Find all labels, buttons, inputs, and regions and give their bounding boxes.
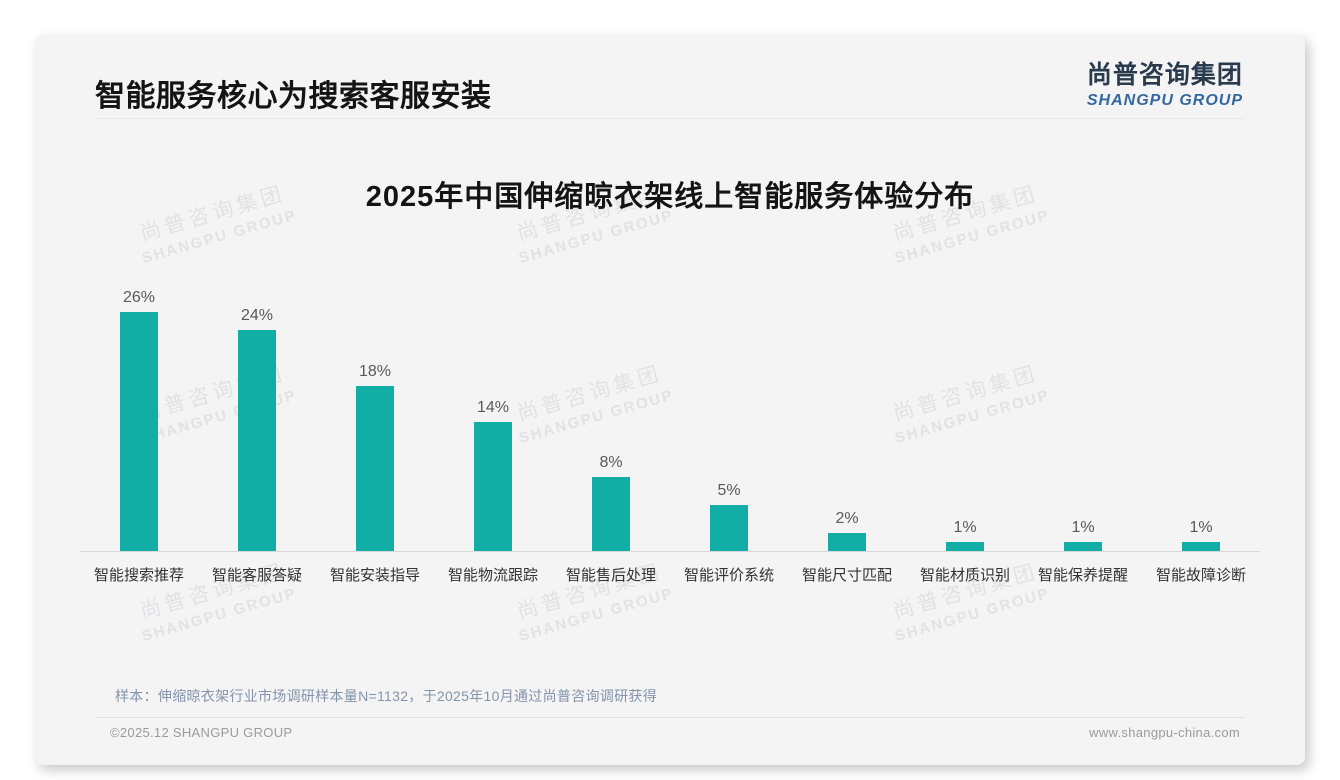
bar-column: 2% xyxy=(788,510,906,551)
logo-cn-text: 尚普咨询集团 xyxy=(1086,61,1243,89)
bar-column: 1% xyxy=(906,519,1024,551)
bar xyxy=(1064,542,1102,551)
bar xyxy=(946,542,984,551)
bar-value-label: 1% xyxy=(1071,519,1095,536)
bar-column: 8% xyxy=(552,454,670,551)
bar xyxy=(592,477,630,551)
bar-value-label: 26% xyxy=(122,289,156,306)
bar xyxy=(710,505,748,551)
footer-divider xyxy=(95,717,1245,718)
title-divider xyxy=(95,118,1245,119)
copyright-text: ©2025.12 SHANGPU GROUP xyxy=(110,725,293,740)
bar-value-label: 1% xyxy=(953,519,977,536)
company-logo: 尚普咨询集团 SHANGPU GROUP xyxy=(1087,55,1243,110)
bar xyxy=(1182,542,1220,551)
bar-column: 1% xyxy=(1142,519,1260,551)
category-label: 智能安装指导 xyxy=(329,567,420,584)
bar xyxy=(474,422,512,551)
slide-card: 尚普咨询集团 SHANGPU GROUP 尚普咨询集团 SHANGPU GROUP … xyxy=(35,35,1305,765)
category-label: 智能故障诊断 xyxy=(1155,567,1246,584)
chart-title: 2025年中国伸缩晾衣架线上智能服务体验分布 xyxy=(365,181,975,213)
bar-column: 26% xyxy=(80,289,198,551)
chart-categories: 智能搜索推荐 智能客服答疑 智能安装指导 智能物流跟踪 智能售后处理 智能评价系统 智能尺寸… xyxy=(80,552,1260,585)
bar-chart: 26% 24% 18% 14% 8% 5% 2% 1% 1% 1% 智能搜索推荐 智能客服答疑 智能安… xyxy=(80,288,1260,585)
sample-note: 样本：伸缩晾衣架行业市场调研样本量N=1132，于2025年10月通过尚普咨询调… xyxy=(115,688,658,704)
chart-plot: 26% 24% 18% 14% 8% 5% 2% 1% 1% 1% xyxy=(80,288,1260,552)
bar xyxy=(238,330,276,551)
bar-value-label: 14% xyxy=(476,399,510,416)
category-label: 智能搜索推荐 xyxy=(93,567,184,584)
category-label: 智能保养提醒 xyxy=(1037,567,1128,584)
category-label: 智能材质识别 xyxy=(919,567,1010,584)
footer-row: ©2025.12 SHANGPU GROUP www.shangpu-china… xyxy=(110,725,1240,740)
bar-value-label: 24% xyxy=(240,307,274,324)
bar-value-label: 5% xyxy=(717,482,741,499)
bar xyxy=(120,312,158,551)
bar-column: 1% xyxy=(1024,519,1142,551)
bar-column: 14% xyxy=(434,399,552,551)
bar-value-label: 8% xyxy=(599,454,623,471)
bar xyxy=(828,533,866,551)
bar-value-label: 18% xyxy=(358,363,392,380)
bar-column: 24% xyxy=(198,307,316,551)
bar-column: 18% xyxy=(316,363,434,551)
bar-column: 5% xyxy=(670,482,788,551)
bar-value-label: 2% xyxy=(835,510,859,527)
category-label: 智能评价系统 xyxy=(683,567,774,584)
website-url: www.shangpu-china.com xyxy=(1089,725,1240,740)
bar-value-label: 1% xyxy=(1189,519,1213,536)
category-label: 智能售后处理 xyxy=(565,567,656,584)
category-label: 智能物流跟踪 xyxy=(447,567,538,584)
bar xyxy=(356,386,394,551)
logo-en-text: SHANGPU GROUP xyxy=(1086,92,1243,109)
category-label: 智能尺寸匹配 xyxy=(801,567,892,584)
category-label: 智能客服答疑 xyxy=(211,567,302,584)
page-title: 智能服务核心为搜索客服安装 xyxy=(95,80,492,113)
